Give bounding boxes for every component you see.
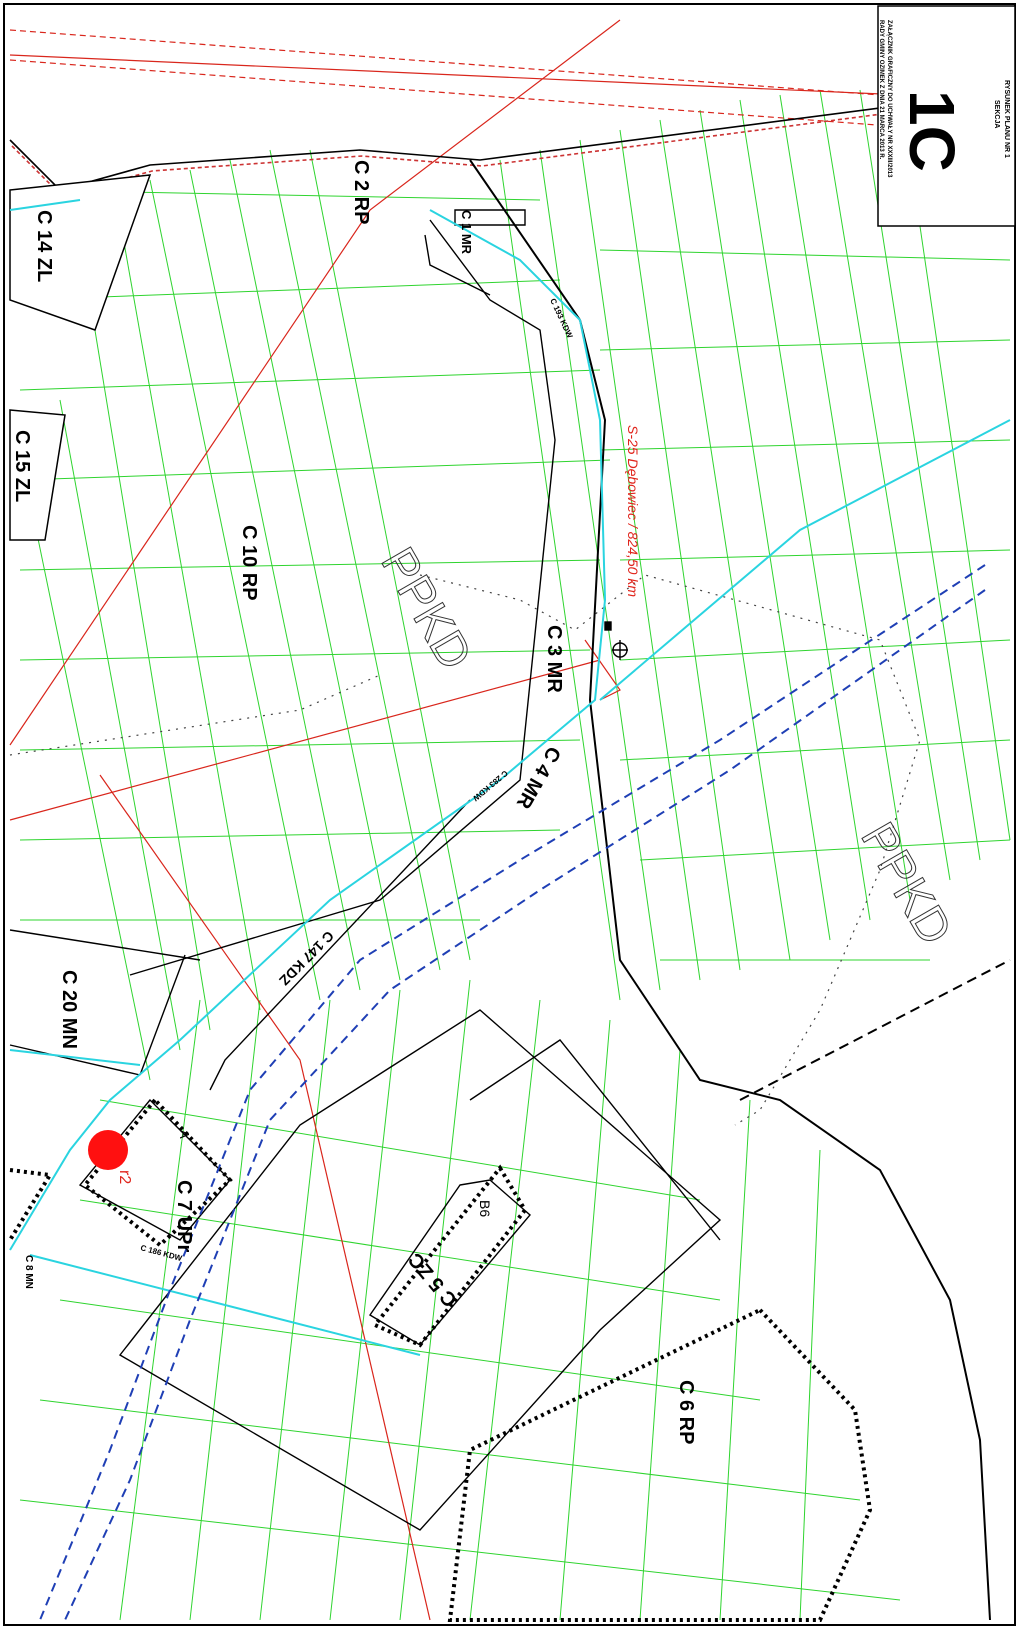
marker-label: r2 (116, 1170, 133, 1184)
zone-label: C 6 RP (675, 1380, 697, 1444)
header-line-3: ZAŁĄCZNIK GRAFICZNY DO UCHWAŁY NR XXXIII… (886, 20, 892, 178)
zone-label: C 4 MR (511, 743, 564, 813)
railway-label: S-25 Dębowiec / 824,50 km (625, 425, 641, 597)
zone-label: C 5 ZC (404, 1248, 462, 1311)
ppkd-label: PPKD (370, 539, 481, 679)
zone-label: C 2 RP (350, 160, 372, 224)
header-line-4: RADY GMINY OZIMEK Z DNIA 21 MARCA 2013 R… (878, 20, 884, 160)
zone-label: C 3 MR (543, 625, 565, 693)
ppkd-boundary (9, 574, 921, 1126)
zone-label: C 1 MR (459, 210, 474, 255)
dotted-zones (8, 1096, 873, 1622)
parcel-lines (19, 89, 1011, 1621)
red-survey-lines (9, 19, 1016, 1621)
zone-label: C 15 ZL (11, 430, 33, 502)
road-label: C 193 KDW (548, 297, 574, 340)
title-block: 1C RYSUNEK PLANU NR 1 SEKCJA ZAŁĄCZNIK G… (877, 5, 1016, 227)
station-symbol (604, 621, 628, 660)
watercourses (9, 199, 1011, 1356)
section-code: 1C (896, 90, 968, 172)
forest-zone-outlines (9, 174, 152, 541)
zone-label: C 14 ZL (33, 210, 55, 282)
map-frame (3, 3, 1016, 1626)
gas-pipeline (39, 564, 986, 1621)
point-b-label: B6 (477, 1200, 493, 1217)
red-point-marker[interactable] (88, 1130, 128, 1170)
upper-boundary (9, 94, 983, 197)
header-line-2: SEKCJA (993, 100, 1000, 128)
zone-labels: C 2 RP C 1 MR C 14 ZL C 15 ZL C 10 RP C … (11, 160, 697, 1444)
zone-label: C 10 RP (238, 525, 260, 601)
zone-label: C 7 UPr (173, 1180, 195, 1252)
road-label: C 283 KDW (471, 768, 510, 803)
point-a-label: A (177, 1130, 192, 1139)
ppkd-labels: PPKD PPKD (370, 539, 962, 955)
right-boundary (469, 159, 1011, 1621)
zone-label: C 20 MN (58, 970, 80, 1049)
zone-boundaries (9, 209, 722, 1531)
header-line-1: RYSUNEK PLANU NR 1 (1003, 80, 1010, 158)
ppkd-label: PPKD (850, 814, 961, 954)
zone-label: C 8 MN (23, 1255, 34, 1289)
